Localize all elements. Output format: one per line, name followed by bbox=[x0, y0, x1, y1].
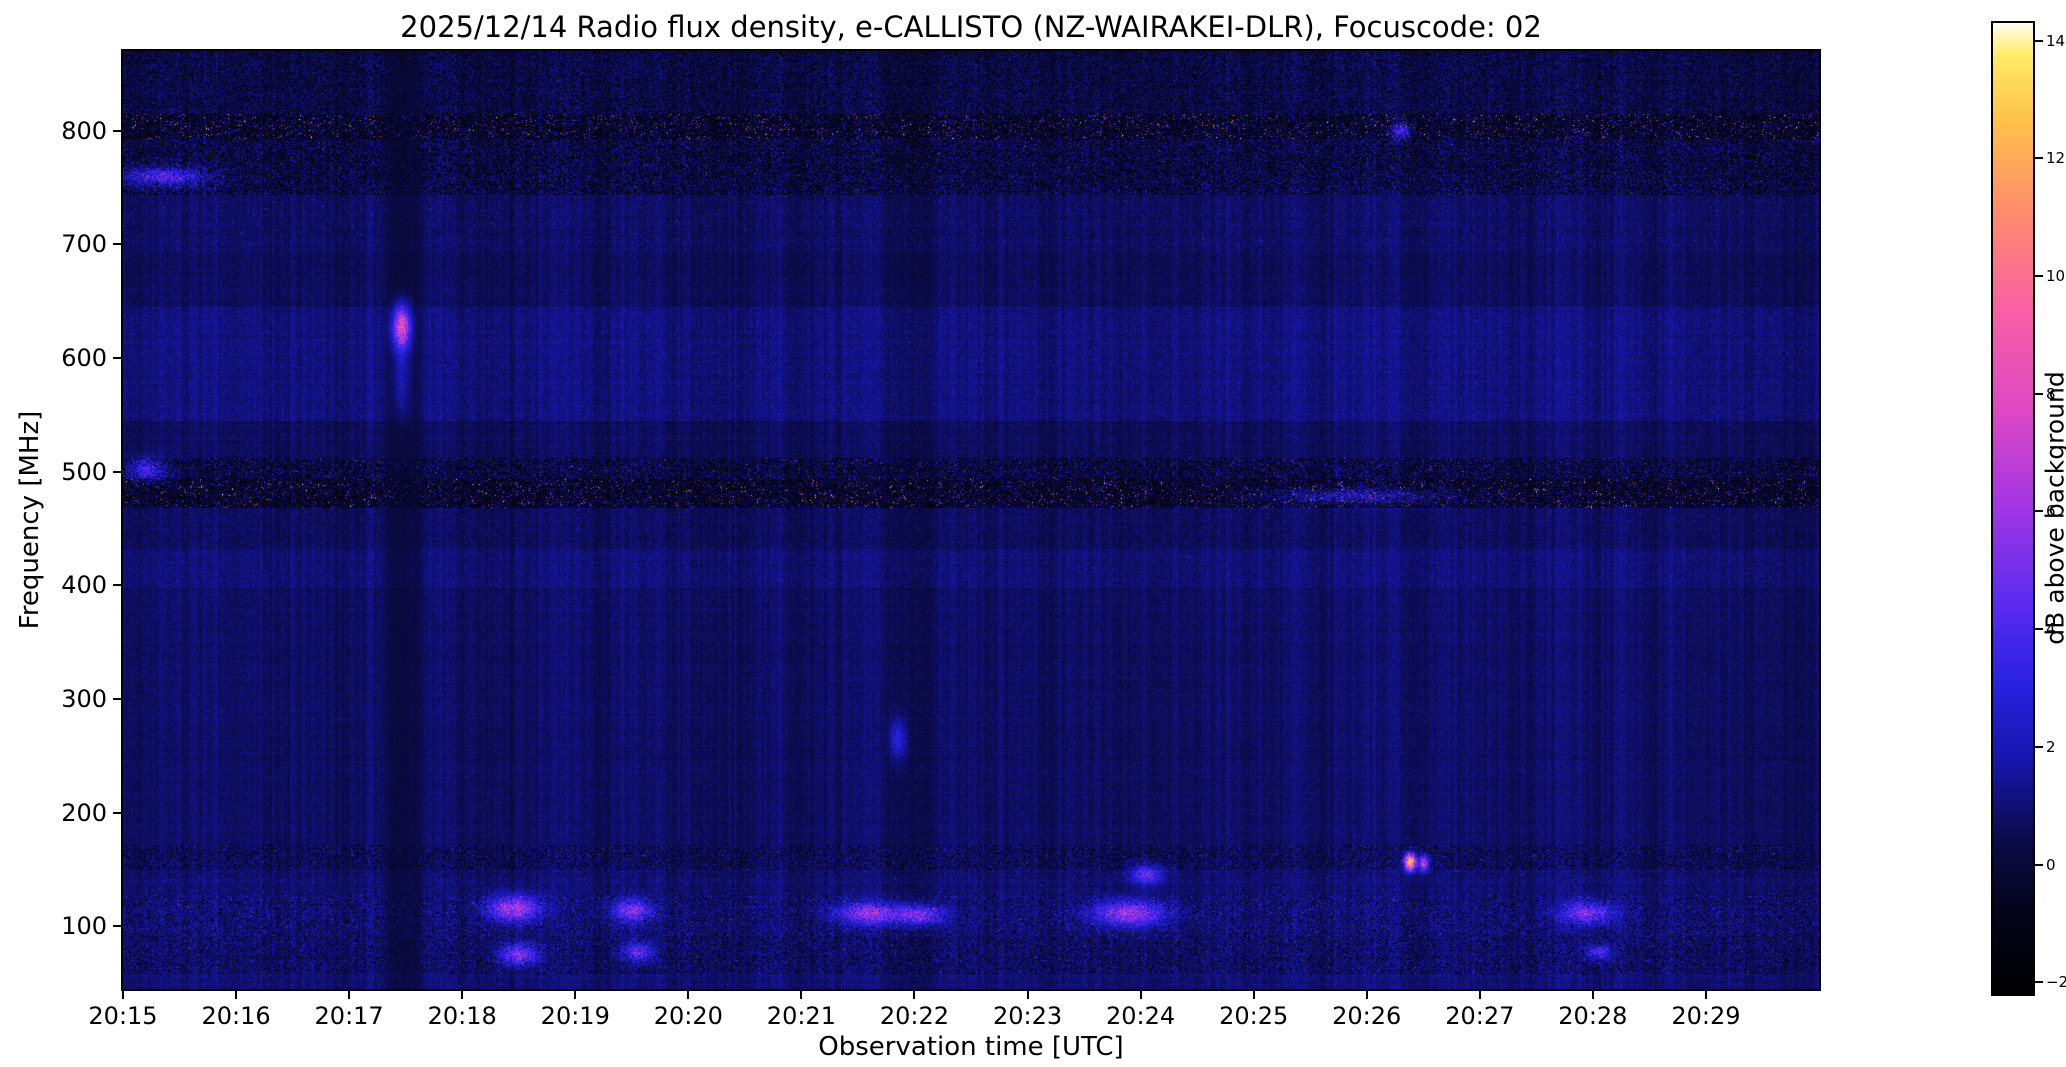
x-tick-mark bbox=[574, 991, 577, 999]
plot-area bbox=[121, 49, 1821, 991]
y-tick-mark bbox=[113, 243, 121, 246]
x-tick-mark bbox=[1365, 991, 1368, 999]
colorbar-tick-mark bbox=[2035, 510, 2043, 513]
y-tick-label: 500 bbox=[61, 457, 107, 486]
y-tick-mark bbox=[113, 811, 121, 814]
x-tick-label: 20:19 bbox=[540, 1002, 610, 1030]
x-axis-label: Observation time [UTC] bbox=[818, 1032, 1124, 1062]
y-tick-label: 800 bbox=[61, 116, 107, 145]
y-tick-mark bbox=[113, 356, 121, 359]
x-tick-label: 20:20 bbox=[653, 1002, 723, 1030]
colorbar-tick-label: 6 bbox=[2046, 502, 2056, 521]
x-tick-mark bbox=[1252, 991, 1255, 999]
x-tick-label: 20:24 bbox=[1106, 1002, 1176, 1030]
y-tick-label: 100 bbox=[61, 912, 107, 941]
x-tick-label: 20:17 bbox=[314, 1002, 384, 1030]
x-tick-mark bbox=[1026, 991, 1029, 999]
x-tick-label: 20:25 bbox=[1219, 1002, 1289, 1030]
colorbar-tick-label: 4 bbox=[2046, 620, 2056, 639]
x-tick-label: 20:16 bbox=[201, 1002, 271, 1030]
y-tick-mark bbox=[113, 698, 121, 701]
colorbar-tick-mark bbox=[2035, 628, 2043, 631]
x-tick-mark bbox=[1704, 991, 1707, 999]
colorbar-tick-label: 10 bbox=[2046, 267, 2066, 286]
y-tick-label: 600 bbox=[61, 343, 107, 372]
plot-title: 2025/12/14 Radio flux density, e-CALLIST… bbox=[400, 10, 1542, 44]
y-tick-mark bbox=[113, 925, 121, 928]
y-tick-label: 400 bbox=[61, 571, 107, 600]
x-tick-label: 20:18 bbox=[427, 1002, 497, 1030]
colorbar-tick-mark bbox=[2035, 981, 2043, 984]
x-tick-mark bbox=[800, 991, 803, 999]
spectrogram-heatmap bbox=[123, 51, 1819, 989]
x-tick-label: 20:29 bbox=[1671, 1002, 1741, 1030]
x-tick-label: 20:15 bbox=[88, 1002, 158, 1030]
colorbar-gradient bbox=[1993, 23, 2033, 994]
y-axis-label: Frequency [MHz] bbox=[15, 410, 45, 630]
y-tick-mark bbox=[113, 129, 121, 132]
colorbar-tick-mark bbox=[2035, 745, 2043, 748]
x-tick-mark bbox=[348, 991, 351, 999]
colorbar bbox=[1991, 21, 2035, 996]
x-tick-mark bbox=[1478, 991, 1481, 999]
x-tick-label: 20:23 bbox=[992, 1002, 1063, 1030]
colorbar-tick-mark bbox=[2035, 392, 2043, 395]
colorbar-tick-label: 2 bbox=[2046, 737, 2056, 756]
colorbar-tick-mark bbox=[2035, 275, 2043, 278]
colorbar-tick-label: 8 bbox=[2046, 384, 2056, 403]
x-tick-label: 20:21 bbox=[766, 1002, 836, 1030]
colorbar-tick-mark bbox=[2035, 863, 2043, 866]
x-tick-label: 20:27 bbox=[1445, 1002, 1515, 1030]
x-tick-mark bbox=[235, 991, 238, 999]
x-tick-mark bbox=[1139, 991, 1142, 999]
x-tick-mark bbox=[687, 991, 690, 999]
y-tick-label: 300 bbox=[61, 685, 107, 714]
colorbar-tick-label: −2 bbox=[2046, 973, 2066, 992]
colorbar-tick-mark bbox=[2035, 39, 2043, 42]
colorbar-tick-label: 14 bbox=[2046, 31, 2066, 50]
y-tick-mark bbox=[113, 470, 121, 473]
colorbar-label: dB above background bbox=[2040, 371, 2066, 645]
y-tick-mark bbox=[113, 584, 121, 587]
x-tick-label: 20:26 bbox=[1332, 1002, 1402, 1030]
x-tick-mark bbox=[122, 991, 124, 999]
x-tick-mark bbox=[913, 991, 916, 999]
x-tick-label: 20:22 bbox=[879, 1002, 950, 1030]
colorbar-tick-mark bbox=[2035, 157, 2043, 160]
colorbar-tick-label: 0 bbox=[2046, 855, 2056, 874]
x-tick-label: 20:28 bbox=[1558, 1002, 1628, 1030]
y-tick-label: 200 bbox=[61, 798, 107, 827]
x-tick-mark bbox=[461, 991, 464, 999]
y-tick-label: 700 bbox=[61, 230, 107, 259]
colorbar-tick-label: 12 bbox=[2046, 149, 2066, 168]
x-tick-mark bbox=[1591, 991, 1594, 999]
